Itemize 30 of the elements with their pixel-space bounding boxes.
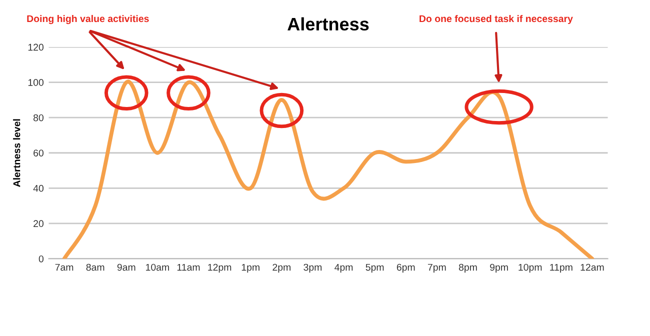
x-tick-label: 11pm [550, 264, 572, 273]
x-tick-label: 7pm [428, 264, 446, 273]
y-axis-title: Alertness level [13, 119, 20, 187]
x-tick-label: 2pm [272, 264, 290, 273]
x-tick-label: 10pm [518, 264, 542, 273]
x-tick-label: 7am [55, 264, 74, 271]
line-series [62, 80, 594, 259]
y-tick-label: 20 [34, 220, 44, 228]
x-tick-label: 12pm [208, 264, 232, 273]
x-tick-label: 3pm [304, 264, 322, 273]
text: Do one focused task if necessary [420, 14, 573, 24]
x-tick-label: 11am [177, 264, 200, 271]
x-tick-label: 9am [117, 264, 136, 271]
chart-title: Alertness [288, 17, 369, 31]
x-tick-label: 8pm [458, 264, 477, 273]
x-tick-label: 8am [86, 264, 104, 271]
y-tick-label: 0 [38, 255, 44, 262]
y-tick-label: 80 [34, 114, 44, 122]
y-tick-label: 60 [34, 150, 44, 156]
x-tick-label: 9pm [490, 264, 508, 273]
y-tick-label: 100 [28, 79, 44, 86]
x-tick-label: 12am [580, 264, 604, 271]
x-tick-label: 5pm [366, 264, 384, 273]
y-tick-label: 120 [28, 44, 44, 51]
x-tick-label: 4pm [334, 264, 353, 273]
x-tick-label: 1pm [242, 264, 260, 273]
y-tick-label: 40 [33, 184, 44, 192]
text: Doing high value activities [27, 14, 149, 24]
x-tick-label: 6pm [396, 264, 415, 273]
x-tick-label: 10am [146, 264, 169, 271]
